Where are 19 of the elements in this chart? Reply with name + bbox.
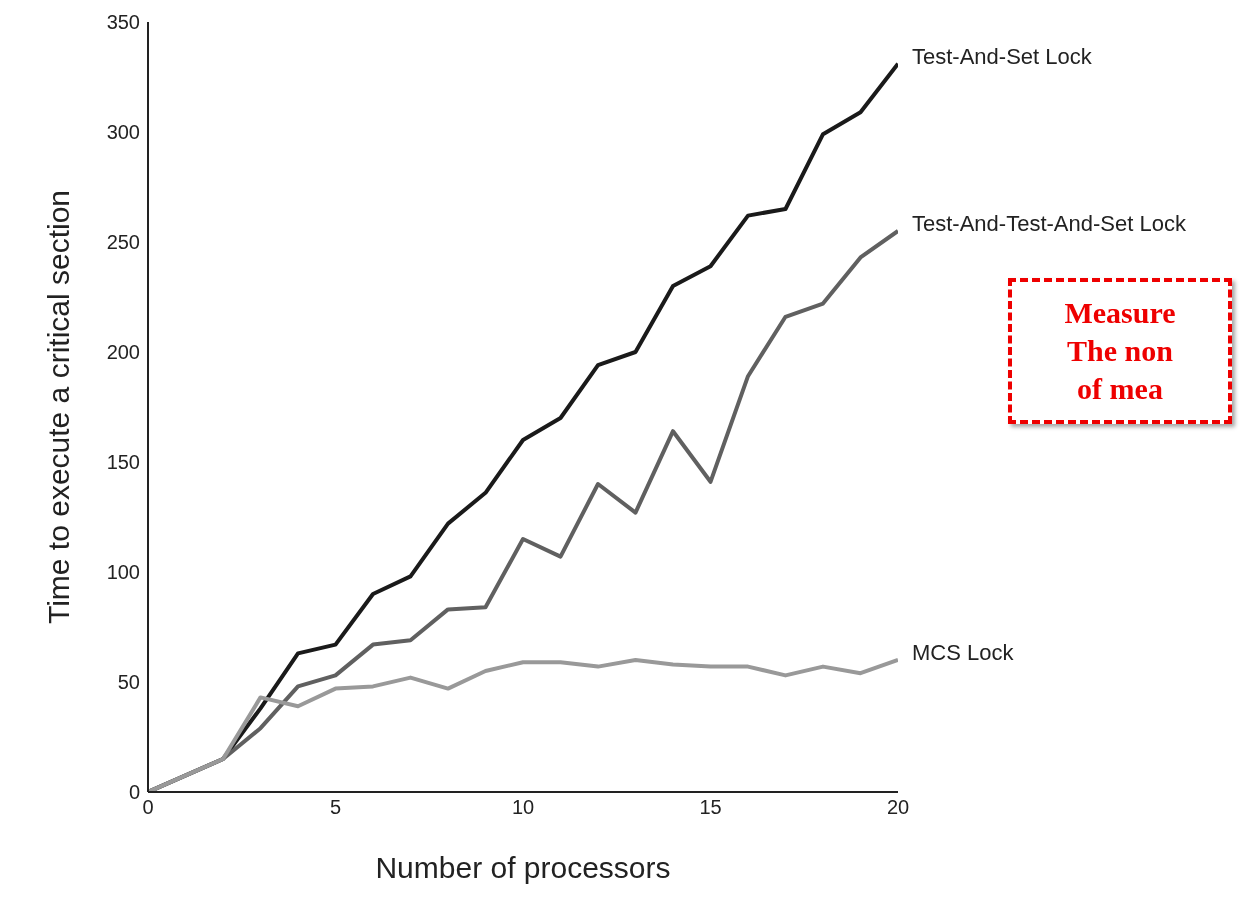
y-tick-label: 50 [117,671,140,694]
y-tick-label: 200 [106,341,140,364]
y-tick-label: 350 [106,11,140,34]
x-tick-label: 5 [329,796,342,819]
y-axis-title: Time to execute a critical section [41,189,75,625]
y-tick-label: 250 [106,231,140,254]
y-tick-label: 300 [106,121,140,144]
dashed-frame: Measure The non of mea [1008,278,1232,424]
y-tick-label: 0 [128,781,140,804]
series-label: Test-And-Set Lock [912,43,1093,69]
series-label: Test-And-Test-And-Set Lock [912,210,1187,236]
x-tick-label: 0 [142,796,154,819]
y-tick-label: 100 [106,561,140,584]
y-tick-label: 150 [106,451,140,474]
x-tick-label: 20 [886,796,910,819]
x-tick-label: 15 [699,796,722,819]
x-tick-label: 10 [511,796,535,819]
series-label: MCS Lock [912,639,1015,665]
x-axis-title: Number of processors [375,851,671,884]
